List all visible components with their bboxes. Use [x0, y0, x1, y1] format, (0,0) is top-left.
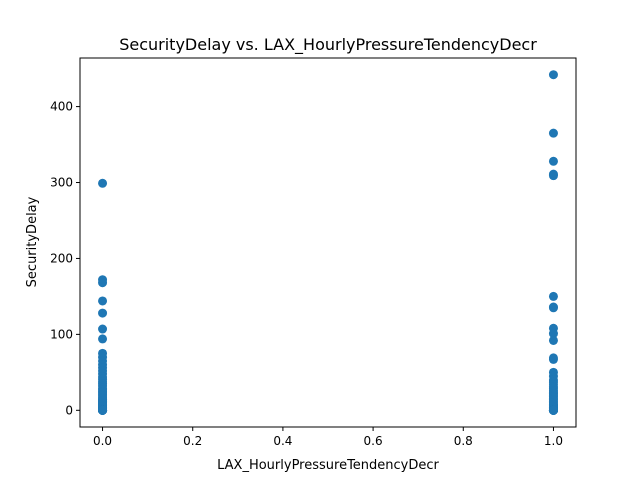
data-point [548, 70, 558, 80]
x-tick-label: 0.8 [454, 434, 473, 448]
data-point [98, 278, 108, 288]
x-tick-label: 0.2 [183, 434, 202, 448]
y-tick-label: 300 [50, 176, 73, 190]
data-point [548, 354, 558, 364]
data-point [98, 324, 108, 334]
data-point [98, 308, 108, 318]
x-tick-label: 0.4 [273, 434, 292, 448]
data-point [548, 156, 558, 166]
data-point [98, 334, 108, 344]
plot-points [98, 70, 558, 415]
y-axis-ticks: 0 100 200 300 400 [50, 100, 80, 417]
data-point [548, 329, 558, 339]
data-point [548, 405, 558, 415]
data-point [98, 178, 108, 188]
data-point [548, 171, 558, 181]
x-axis-ticks: 0.0 0.2 0.4 0.6 0.8 1.0 [93, 427, 563, 448]
data-point [548, 303, 558, 313]
y-tick-label: 400 [50, 100, 73, 114]
data-point [548, 128, 558, 138]
y-tick-label: 0 [65, 403, 73, 417]
data-point [98, 296, 108, 306]
x-tick-label: 1.0 [544, 434, 563, 448]
y-axis-label: SecurityDelay [25, 196, 40, 287]
y-tick-label: 200 [50, 251, 73, 265]
x-tick-label: 0.0 [93, 434, 112, 448]
plot-frame [79, 57, 577, 428]
x-tick-label: 0.6 [364, 434, 383, 448]
chart-title: SecurityDelay vs. LAX_HourlyPressureTend… [119, 35, 537, 55]
data-point [548, 291, 558, 301]
y-tick-label: 100 [50, 327, 73, 341]
data-point [548, 335, 558, 345]
data-point [98, 405, 108, 415]
x-axis-label: LAX_HourlyPressureTendencyDecr [217, 458, 439, 473]
